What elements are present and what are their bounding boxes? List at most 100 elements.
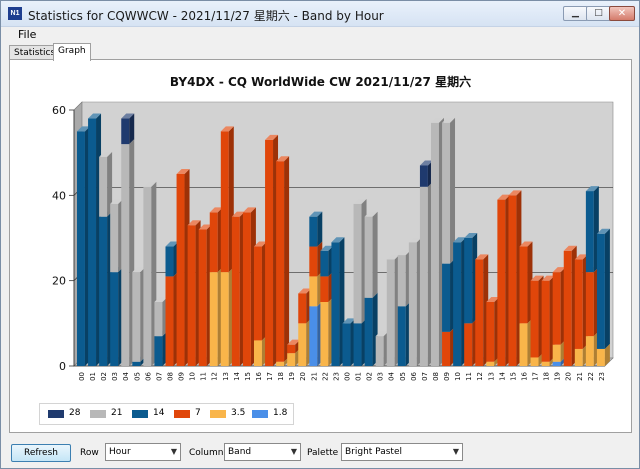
x-tick-label: 04 <box>388 371 396 380</box>
close-button[interactable]: ✕ <box>609 6 635 21</box>
x-tick-label: 06 <box>144 371 152 380</box>
bar-13-3-5 <box>486 361 495 366</box>
bar-21-7 <box>574 259 583 349</box>
bar-08-21-top <box>431 117 444 123</box>
bar-07-28-top <box>419 160 433 166</box>
bar-13-7 <box>220 131 229 273</box>
x-tick-label: 22 <box>321 372 329 381</box>
bar-03-21 <box>110 203 119 273</box>
bar-10-14 <box>453 242 462 366</box>
bar-11-14-top <box>464 233 478 238</box>
bar-03-21-top <box>375 331 389 337</box>
row-select[interactable]: Hour ▼ <box>105 443 181 461</box>
legend-swatch <box>48 410 64 418</box>
bar-20-3-5 <box>298 323 307 366</box>
bar-11-7 <box>198 229 207 366</box>
x-tick-label: 21 <box>576 372 584 381</box>
x-tick-label: 07 <box>421 372 429 381</box>
bar-09-21 <box>442 122 451 264</box>
legend-swatch <box>90 410 106 418</box>
bar-18-7 <box>541 280 550 362</box>
bar-23-3-5-side <box>604 343 610 366</box>
bar-09-21-side <box>450 117 456 264</box>
bar-02-21-top <box>99 151 113 157</box>
bar-23-14-top <box>596 228 610 234</box>
x-tick-label: 08 <box>166 372 174 381</box>
tab-graph[interactable]: Graph <box>53 43 91 61</box>
bar-11-7-top <box>198 224 212 230</box>
x-tick-label: 10 <box>454 372 462 381</box>
bar-22-3-5 <box>320 302 329 366</box>
bar-02-14 <box>364 297 373 366</box>
column-select[interactable]: Band ▼ <box>224 443 301 461</box>
bar-15-7 <box>242 212 251 366</box>
chevron-down-icon: ▼ <box>290 447 297 456</box>
bar-01-21-top <box>353 198 367 204</box>
bar-07-21 <box>154 302 163 337</box>
x-tick-label: 23 <box>598 372 606 381</box>
menu-file[interactable]: File <box>18 28 37 41</box>
bar-16-7 <box>519 246 528 324</box>
x-tick-label: 11 <box>200 372 208 381</box>
bar-18-3-5 <box>541 361 550 366</box>
bar-01-21 <box>353 203 362 324</box>
bar-05-14 <box>397 306 406 366</box>
bar-13-7 <box>486 302 495 362</box>
bar-03-14 <box>110 272 119 366</box>
bar-16-3-5 <box>519 323 528 366</box>
bar-14-7-top <box>497 194 511 200</box>
bar-02-21 <box>364 216 373 298</box>
x-tick-label: 11 <box>465 372 473 381</box>
bar-18-7-side <box>284 156 290 362</box>
maximize-button[interactable]: □ <box>586 6 611 21</box>
minimize-button[interactable]: ▁ <box>563 6 588 21</box>
legend-label: 21 <box>111 408 123 418</box>
x-tick-label: 10 <box>189 372 197 381</box>
bar-12-7-top <box>209 207 223 213</box>
bar-18-7-top <box>541 275 555 281</box>
chevron-down-icon: ▼ <box>452 447 459 456</box>
bar-03-21 <box>375 336 384 366</box>
bar-23-14 <box>331 242 340 366</box>
x-tick-label: 19 <box>288 372 296 381</box>
x-tick-label: 13 <box>487 372 495 381</box>
x-tick-label: 03 <box>377 372 385 381</box>
x-tick-label: 20 <box>299 372 307 381</box>
palette-select[interactable]: Bright Pastel ▼ <box>341 443 463 461</box>
x-tick-label: 18 <box>543 372 551 381</box>
bar-00-14-top <box>77 126 90 132</box>
bar-20-7-top <box>563 245 577 251</box>
bar-17-7-top <box>530 275 544 281</box>
x-tick-label: 00 <box>343 372 351 381</box>
x-tick-label: 19 <box>554 372 562 381</box>
bar-23-14-side <box>604 228 610 349</box>
bar-23-14 <box>596 233 605 349</box>
bar-19-7-top <box>552 267 566 273</box>
y-tick-label: 60 <box>52 104 66 117</box>
x-tick-label: 18 <box>277 372 285 381</box>
bar-02-21 <box>99 156 108 217</box>
bar-04-21-top <box>386 254 400 260</box>
refresh-button[interactable]: Refresh <box>11 444 71 462</box>
bar-05-21-top <box>397 250 411 256</box>
palette-label: Palette <box>307 448 339 458</box>
bar-01-14 <box>353 323 362 366</box>
x-tick-label: 20 <box>565 372 573 381</box>
bar-21-14-top <box>309 211 323 217</box>
app-logo-icon: N1 <box>8 7 22 20</box>
x-tick-label: 05 <box>133 372 141 381</box>
bar-19-7-top <box>287 339 301 345</box>
x-tick-label: 01 <box>89 372 97 381</box>
x-tick-label: 08 <box>432 372 440 381</box>
bar-02-21-side <box>107 151 113 217</box>
bar-12-7-top <box>475 254 489 260</box>
bar-01-14-top <box>88 113 102 119</box>
x-tick-label: 17 <box>266 372 274 381</box>
bar-04-21 <box>386 259 395 366</box>
bar-06-21 <box>143 186 152 366</box>
bar-05-14 <box>132 361 141 366</box>
bar-19-7 <box>552 272 561 345</box>
bar-21-14 <box>309 216 318 247</box>
title-bar: N1 Statistics for CQWWCW - 2021/11/27 星期… <box>1 1 639 27</box>
column-label: Column <box>189 448 224 458</box>
